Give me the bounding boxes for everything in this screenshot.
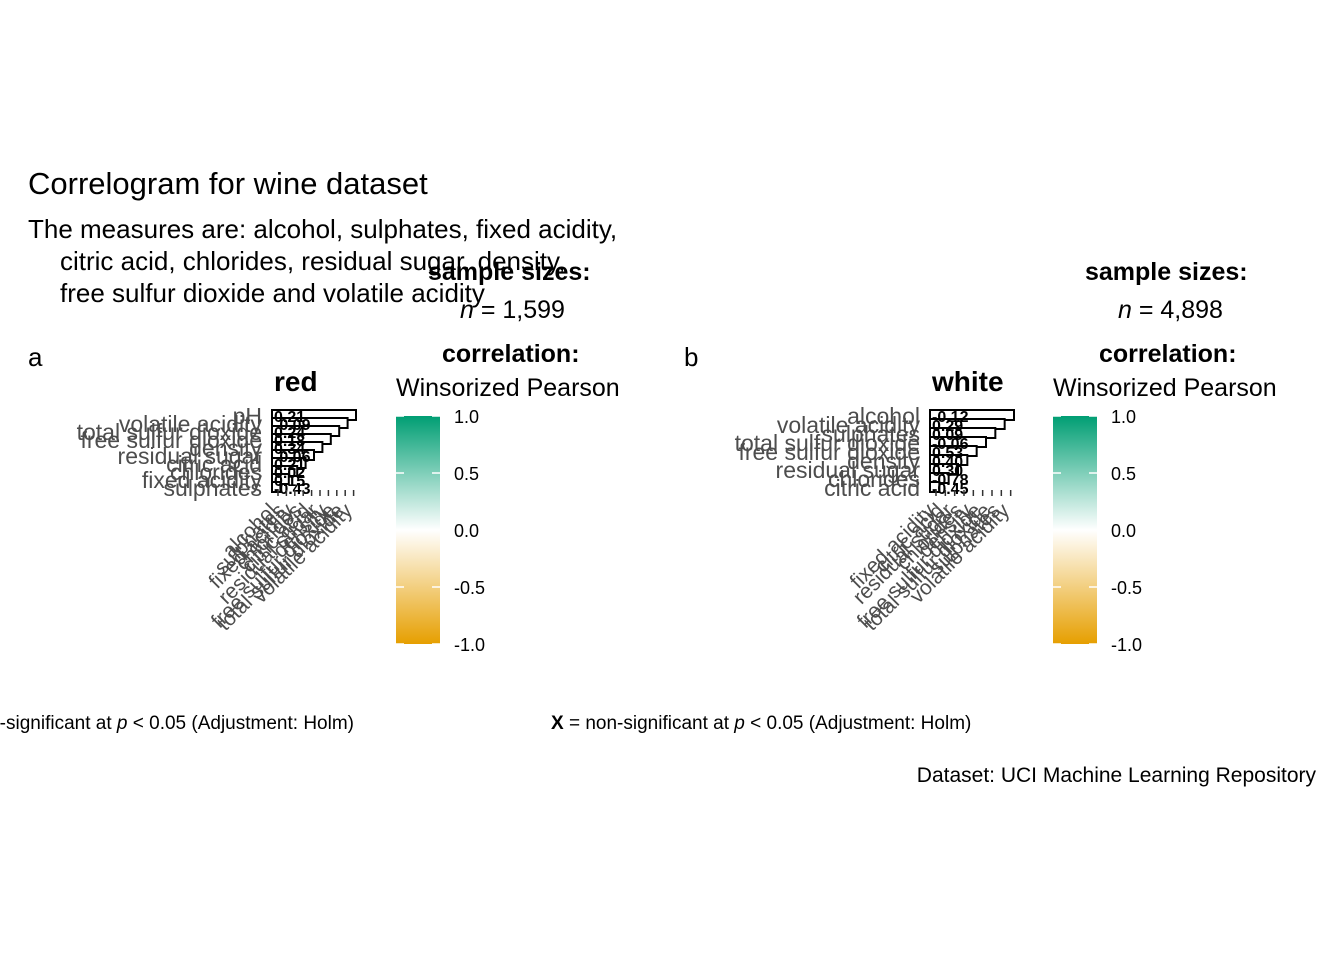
panel-b-y-label: citric acid bbox=[824, 475, 920, 501]
panel-a-n-value: = 1,599 bbox=[473, 296, 565, 324]
panel-a-y-label: total sulfur dioxide bbox=[77, 419, 262, 445]
panel-a-footnote-p: p bbox=[116, 713, 128, 734]
panel-b-cell-label: 0.29 bbox=[932, 418, 963, 435]
panel-b-footnote-sig: = non-significant at bbox=[563, 713, 735, 734]
panel-b-corr-heading: correlation: bbox=[1099, 340, 1237, 368]
panel-a-cell-label: -0.43 bbox=[274, 481, 311, 498]
panel-b-colorbar-label: -0.5 bbox=[1111, 578, 1142, 598]
panel-a-cell-label: -0.09 bbox=[274, 417, 311, 434]
panel-a-y-label: volatile acidity bbox=[119, 411, 263, 437]
panel-b-y-label: chlorides bbox=[828, 466, 920, 492]
panel-b-n-value: = 4,898 bbox=[1131, 296, 1223, 324]
panel-a-cell-label: 0.15 bbox=[274, 473, 305, 490]
panel-a-cell-label: 0.34 bbox=[274, 441, 305, 458]
panel-b-colorbar-label: 0.5 bbox=[1111, 464, 1136, 484]
panel-b-sample-heading: sample sizes: bbox=[1085, 258, 1248, 286]
panel-b-cell-row bbox=[929, 481, 941, 493]
panel-b-colorbar-label: -1.0 bbox=[1111, 635, 1142, 655]
panel-b-cell-label: -0.06 bbox=[932, 436, 969, 453]
panel-a-y-label: pH bbox=[233, 403, 262, 429]
panel-a-colorbar-label: 0.0 bbox=[454, 521, 479, 541]
panel-b-cell-label: 0.53 bbox=[932, 445, 963, 462]
panel-b-cell-label: 0.30 bbox=[932, 463, 963, 480]
subtitle-line-1: The measures are: alcohol, sulphates, fi… bbox=[28, 214, 618, 244]
panel-b-corr-type: Winsorized Pearson bbox=[1053, 374, 1277, 402]
panel-a-cell-label: 0.21 bbox=[274, 457, 305, 474]
panel-a-cell-label: 0.24 bbox=[274, 425, 305, 442]
panel-a-cell-row bbox=[271, 481, 282, 493]
panel-b-tag: b bbox=[684, 342, 699, 372]
panel-a-corr-heading: correlation: bbox=[442, 340, 580, 368]
panel-b-footnote: X = non-significant at p < 0.05 (Adjustm… bbox=[551, 713, 971, 735]
panel-a-y-label: chlorides bbox=[170, 459, 262, 485]
panel-b-cell-label: -0.78 bbox=[932, 472, 969, 489]
panel-a-footnote-sig: X = non-significant at bbox=[0, 713, 112, 734]
panel-a-cell-label: -0.06 bbox=[274, 449, 311, 466]
panel-b-colorbar-label: 0.0 bbox=[1111, 521, 1136, 541]
panel-b-cell-label: -0.12 bbox=[932, 409, 969, 426]
panel-a-tag: a bbox=[28, 342, 43, 372]
panel-a-n-symbol: n bbox=[460, 296, 474, 324]
panel-b-y-label: volatile acidity bbox=[777, 412, 921, 438]
panel-a-title: red bbox=[274, 366, 318, 397]
panel-b-cell-label: -0.45 bbox=[932, 481, 969, 498]
panel-a-corr-type: Winsorized Pearson bbox=[396, 374, 620, 402]
panel-a-cell-label: 0.21 bbox=[274, 409, 305, 426]
panel-a-colorbar-label: -1.0 bbox=[454, 635, 485, 655]
panel-b-cell-label: 0.09 bbox=[932, 427, 963, 444]
panel-b-footnote-x: X bbox=[551, 713, 564, 734]
panel-b-footnote-p: p bbox=[734, 713, 745, 734]
subtitle-line-2: citric acid, chlorides, residual sugar, … bbox=[60, 246, 566, 276]
panel-a-colorbar-label: 0.5 bbox=[454, 464, 479, 484]
panel-b-y-label: total sulfur dioxide bbox=[735, 430, 920, 456]
panel-b-y-label: density bbox=[847, 448, 920, 474]
panel-b-n-symbol: n bbox=[1118, 296, 1132, 324]
panel-a-sample-n: n = 1,599 bbox=[460, 296, 565, 325]
panel-a-y-label: citric acid bbox=[166, 451, 262, 477]
panel-a-footnote-rest: < 0.05 (Adjustment: Holm) bbox=[127, 713, 354, 734]
panel-b-sample-n: n = 4,898 bbox=[1118, 296, 1223, 325]
panel-b-y-label: free sulfur dioxide bbox=[738, 439, 920, 465]
panel-a-y-label: sulphates bbox=[164, 475, 262, 501]
panel-a-y-label: free sulfur dioxide bbox=[80, 427, 262, 453]
caption: Dataset: UCI Machine Learning Repository bbox=[916, 764, 1316, 787]
panel-b-y-label: sulphates bbox=[822, 421, 920, 447]
panel-a-colorbar-label: -0.5 bbox=[454, 578, 485, 598]
chart-title: Correlogram for wine dataset bbox=[28, 166, 428, 201]
panel-a-y-label: density bbox=[189, 435, 262, 461]
panel-a-cell-label: 0.02 bbox=[274, 465, 305, 482]
panel-b-cell-label: 0.40 bbox=[932, 454, 963, 471]
panel-a-sample-heading: sample sizes: bbox=[428, 258, 591, 286]
panel-b-title: white bbox=[932, 366, 1004, 397]
panel-a-y-label: residual sugar bbox=[118, 443, 263, 469]
panel-b-footnote-rest: < 0.05 (Adjustment: Holm) bbox=[744, 713, 972, 734]
panel-a-cell-label: 0.18 bbox=[274, 433, 305, 450]
panel-a-y-label: fixed acidity bbox=[142, 467, 263, 493]
panel-a-colorbar-label: 1.0 bbox=[454, 407, 479, 427]
panel-b-colorbar-label: 1.0 bbox=[1111, 407, 1136, 427]
panel-b-y-label: residual sugar bbox=[776, 457, 921, 483]
subtitle-line-3: free sulfur dioxide and volatile acidity bbox=[60, 278, 485, 308]
panel-a-footnote: X = non-significant at p < 0.05 (Adjustm… bbox=[0, 713, 354, 735]
panel-b-y-label: alcohol bbox=[847, 403, 920, 429]
